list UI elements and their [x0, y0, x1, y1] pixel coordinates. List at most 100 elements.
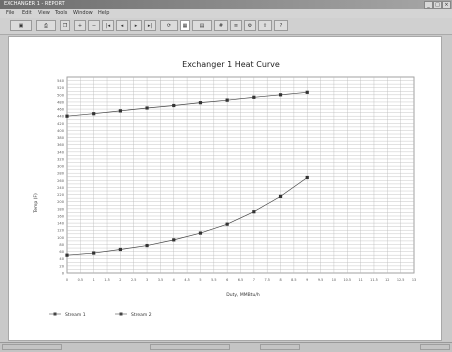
menu-bar: File Edit View Tools Window Help [0, 9, 452, 18]
x-tick-label: 11.5 [370, 278, 378, 282]
next-page-icon[interactable]: ▸ [130, 20, 142, 31]
menu-window[interactable]: Window [73, 10, 93, 16]
x-tick-label: 3.5 [158, 278, 163, 282]
y-tick-label: 400 [57, 129, 65, 133]
window-title: EXCHANGER 1 - REPORT [4, 1, 65, 7]
x-tick-label: 13 [412, 278, 416, 282]
legend-marker-stream-2 [119, 312, 123, 316]
data-point [172, 238, 176, 242]
print-icon[interactable]: ⎙ [36, 20, 56, 31]
y-tick-label: 100 [57, 236, 65, 240]
open-icon[interactable]: ▣ [10, 20, 32, 31]
data-point [305, 175, 309, 180]
heat-curve-chart: Exchanger 1 Heat Curve 02040608010012014… [33, 60, 416, 318]
chart-canvas: Exchanger 1 Heat Curve 0 20 40 60 80 100 120 14… [8, 36, 442, 341]
menu-help[interactable]: Help [98, 10, 110, 16]
x-tick-label: 10 [332, 278, 336, 282]
chart-grid [66, 76, 415, 274]
status-panel-2 [150, 344, 230, 350]
y-tick-label: 440 [57, 115, 65, 119]
zoom-in-icon[interactable]: + [74, 20, 86, 31]
menu-view[interactable]: View [38, 10, 50, 16]
y-tick-labels: 0 20 40 60 80 100 120 140 160 180 200 220 240 260 280 3… [57, 79, 65, 275]
legend-icon[interactable]: ≡ [230, 20, 242, 31]
x-tick-label: 6.5 [238, 278, 243, 282]
title-bar: EXCHANGER 1 - REPORT _ □ × [0, 0, 452, 9]
maximize-button[interactable]: □ [433, 1, 442, 9]
series-line-1 [66, 91, 308, 117]
data-point [92, 251, 96, 255]
legend-marker-stream-1 [53, 312, 57, 316]
y-tick-label: 500 [57, 93, 65, 97]
x-tick-label: 11 [358, 278, 362, 282]
menu-edit[interactable]: Edit [22, 10, 32, 16]
y-tick-label: 240 [57, 186, 65, 190]
data-point [65, 114, 69, 118]
x-tick-label: 4 [173, 278, 175, 282]
y-tick-label: 320 [57, 157, 65, 161]
zoom-out-icon[interactable]: − [88, 20, 100, 31]
data-point [145, 106, 149, 110]
refresh-icon[interactable]: ⟳ [160, 20, 178, 31]
data-point [225, 222, 229, 226]
x-tick-label: 0.5 [78, 278, 83, 282]
properties-icon[interactable]: ⚙ [244, 20, 256, 31]
x-tick-label: 1.5 [104, 278, 109, 282]
y-tick-label: 420 [57, 122, 65, 126]
y-tick-label: 160 [57, 214, 65, 218]
y-tick-label: 480 [57, 100, 65, 104]
data-point [278, 194, 283, 198]
data-point [92, 112, 96, 116]
prev-page-icon[interactable]: ◂ [116, 20, 128, 31]
x-tick-label: 8.5 [291, 278, 296, 282]
data-point [118, 247, 122, 252]
minimize-button[interactable]: _ [424, 1, 433, 9]
menu-file[interactable]: File [6, 10, 15, 16]
help-icon[interactable]: ? [274, 20, 288, 31]
x-tick-label: 4.5 [184, 278, 189, 282]
x-tick-label: 5 [199, 278, 201, 282]
status-panel-1 [2, 344, 62, 350]
status-panel-3 [260, 344, 300, 350]
x-tick-label: 6 [226, 278, 228, 282]
x-tick-label: 5.5 [211, 278, 216, 282]
y-tick-label: 180 [57, 207, 65, 211]
y-tick-label: 220 [57, 193, 65, 197]
x-tick-label: 7 [253, 278, 255, 282]
close-button[interactable]: × [442, 1, 451, 9]
legend-label-stream-2: Stream 2 [131, 312, 152, 318]
chart-icon[interactable]: ▦ [180, 20, 190, 31]
x-tick-label: 2.5 [131, 278, 136, 282]
legend: Stream 1 Stream 2 [49, 312, 152, 318]
data-point [278, 93, 283, 97]
y-tick-label: 300 [57, 165, 65, 169]
status-panel-4 [420, 344, 450, 350]
x-tick-label: 1 [93, 278, 95, 282]
toolbar: ▣ ⎙ ❐ + − |◂ ◂ ▸ ▸| ⟳ ▦ ▤ # ≡ ⚙ ⇪ ? [0, 18, 452, 35]
copy-icon[interactable]: ❐ [60, 20, 70, 31]
last-page-icon[interactable]: ▸| [144, 20, 156, 31]
export-icon[interactable]: ⇪ [258, 20, 272, 31]
x-tick-label: 9 [306, 278, 308, 282]
x-tick-labels: 0 0.5 1 1.5 2 2.5 3 3.5 4 4.5 5 5.5 6 6.5 7 7.5 8 8.5 9 9.5… [66, 278, 416, 282]
data-point [252, 95, 256, 99]
x-tick-label: 0 [66, 278, 68, 282]
x-tick-label: 2 [119, 278, 121, 282]
x-tick-label: 10.5 [343, 278, 351, 282]
data-point [252, 210, 256, 214]
x-tick-label: 12 [385, 278, 389, 282]
data-point [118, 109, 122, 113]
chart-series [65, 90, 309, 257]
layout-icon[interactable]: ▤ [192, 20, 212, 31]
y-tick-label: 540 [57, 79, 65, 83]
x-tick-label: 7.5 [264, 278, 269, 282]
y-tick-label: 520 [57, 86, 65, 90]
y-tick-label: 0 [62, 272, 65, 276]
y-tick-label: 460 [57, 108, 65, 112]
first-page-icon[interactable]: |◂ [102, 20, 114, 31]
menu-tools[interactable]: Tools [55, 10, 68, 16]
data-point [225, 98, 229, 102]
grid-icon[interactable]: # [214, 20, 228, 31]
y-tick-label: 20 [59, 264, 64, 268]
y-tick-label: 260 [57, 179, 65, 183]
